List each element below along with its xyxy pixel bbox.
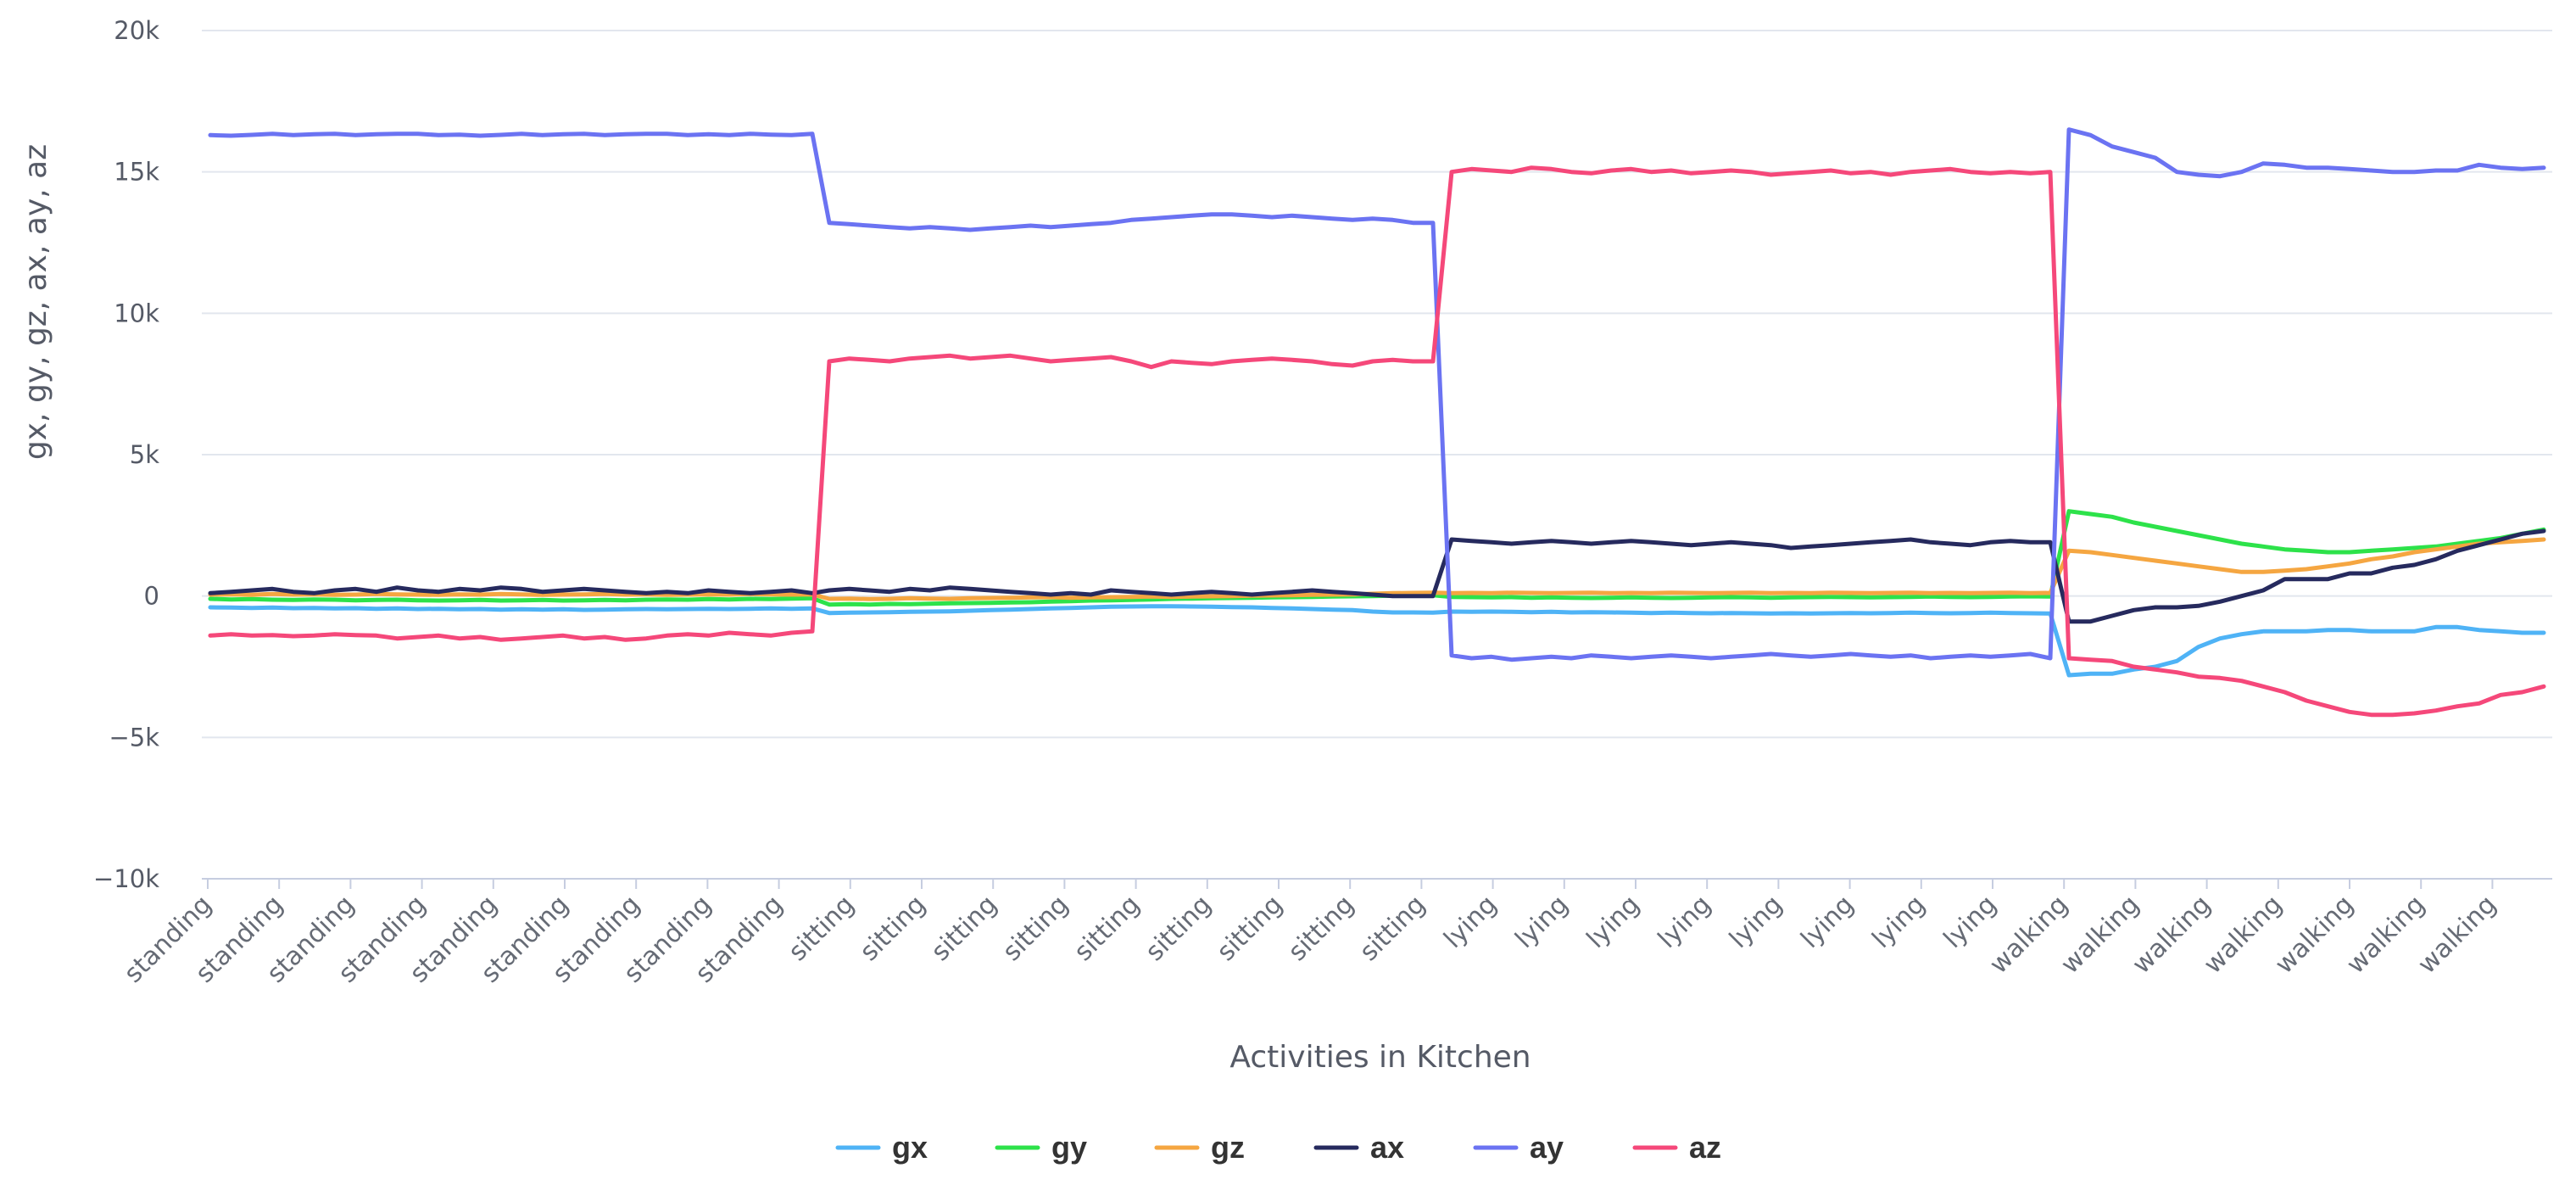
x-tick-label: sitting (783, 890, 860, 967)
series-line-az (208, 165, 2546, 718)
legend-label-az[interactable]: az (1689, 1130, 1721, 1165)
legend-label-gz[interactable]: gz (1211, 1130, 1245, 1165)
x-tick-label: sitting (997, 890, 1074, 967)
y-tick-label: 10k (114, 299, 159, 327)
legend-label-gx[interactable]: gx (892, 1130, 928, 1165)
y-axis-ticks: 20k 15k 10k 5k 0 −5k −10k (93, 16, 159, 893)
x-tick-label: lying (1938, 890, 2003, 954)
x-tick-label: walking (2270, 890, 2360, 980)
y-tick-label: −5k (109, 723, 159, 752)
x-tick-label: sitting (1354, 890, 1431, 967)
x-tick-label: sitting (1283, 890, 1360, 967)
y-tick-label: −10k (93, 864, 159, 893)
x-tick-label: lying (1866, 890, 1931, 954)
series-lines (208, 127, 2546, 718)
y-tick-label: 5k (130, 440, 159, 469)
x-axis-title: Activities in Kitchen (1229, 1040, 1531, 1075)
series-line-gx (208, 604, 2546, 678)
x-tick-label: walking (2198, 890, 2288, 980)
x-tick-label: sitting (855, 890, 932, 967)
y-tick-label: 0 (144, 582, 159, 611)
x-axis-ticks: standingstandingstandingstandingstanding… (119, 879, 2502, 989)
x-tick-label: walking (2055, 890, 2145, 980)
y-tick-label: 15k (114, 158, 159, 187)
x-tick-label: lying (1795, 890, 1860, 954)
legend: gx gy gz ax ay az (835, 1130, 1721, 1165)
x-tick-label: sitting (1068, 890, 1146, 967)
x-tick-label: lying (1581, 890, 1646, 954)
x-tick-label: lying (1438, 890, 1503, 954)
x-tick-label: lying (1653, 890, 1717, 954)
x-tick-label: sitting (1212, 890, 1289, 967)
legend-label-gy[interactable]: gy (1051, 1130, 1087, 1165)
legend-label-ax[interactable]: ax (1370, 1130, 1404, 1165)
x-tick-label: walking (2412, 890, 2502, 980)
legend-label-ay[interactable]: ay (1530, 1130, 1564, 1165)
x-tick-label: walking (1984, 890, 2074, 980)
x-tick-label: lying (1509, 890, 1574, 954)
x-tick-label: lying (1724, 890, 1788, 954)
x-tick-label: walking (2341, 890, 2431, 980)
series-line-ax (208, 528, 2546, 624)
x-tick-label: sitting (926, 890, 1003, 967)
y-tick-label: 20k (114, 16, 159, 45)
y-axis-title: gx, gy, gz, ax, ay, az (19, 144, 53, 460)
x-tick-label: sitting (1140, 890, 1217, 967)
series-line-ay (208, 127, 2546, 662)
x-tick-label: walking (2127, 890, 2216, 980)
